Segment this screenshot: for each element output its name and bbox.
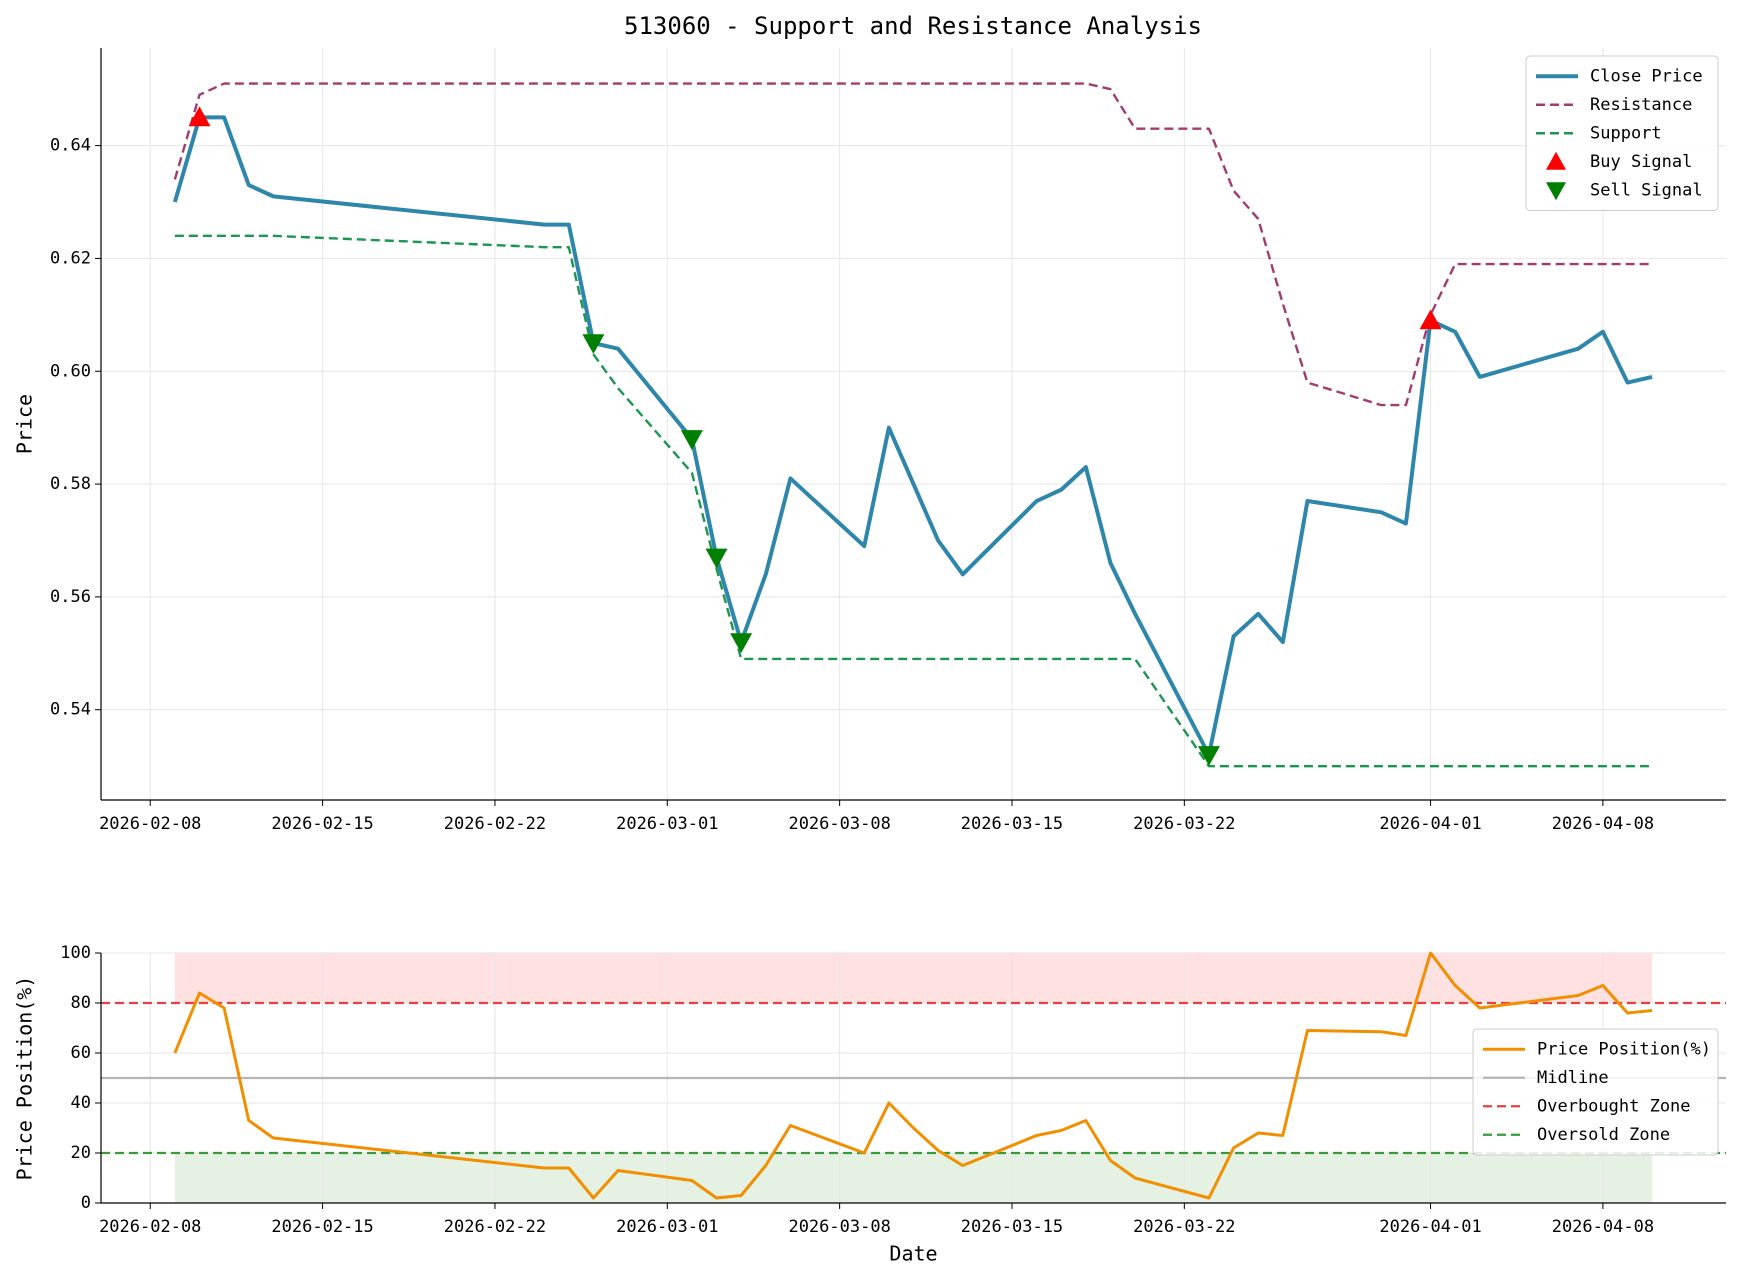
legend-label: Oversold Zone (1537, 1125, 1670, 1145)
legend: Price Position(%) Midline Overbought Zone O… (1472, 1028, 1719, 1156)
x-tick-label: 2026-03-22 (1133, 1217, 1235, 1237)
y-tick-label: 0 (81, 1193, 91, 1213)
signal-marker (188, 106, 211, 127)
zone-band (174, 953, 1653, 1003)
y-axis-label: Price (13, 394, 37, 454)
legend-label: Midline (1537, 1068, 1609, 1088)
signal-marker (1197, 746, 1220, 766)
y-tick-label: 0.58 (50, 474, 91, 494)
legend-label: Buy Signal (1590, 152, 1692, 172)
signal-marker (582, 334, 605, 355)
x-tick-label: 2026-02-22 (444, 814, 546, 834)
series-line (172, 115, 1653, 757)
x-tick-label: 2026-02-08 (99, 814, 201, 834)
series-line (173, 82, 1653, 407)
x-tick-label: 2026-02-08 (99, 1217, 201, 1237)
signal-marker (705, 548, 728, 569)
x-axis-label: Date (889, 1242, 937, 1266)
legend-box (1525, 55, 1719, 211)
y-tick-label: 0.54 (50, 700, 91, 720)
legend-label: Support (1590, 123, 1662, 143)
x-tick-label: 2026-03-08 (788, 1217, 890, 1237)
y-tick-label: 0.60 (50, 361, 91, 381)
legend-box (1472, 1028, 1719, 1156)
chart-title: 513060 - Support and Resistance Analysis (624, 12, 1202, 40)
series-line (174, 234, 1653, 768)
signal-marker (680, 430, 703, 450)
legend-marker (1546, 182, 1566, 201)
y-tick-label: 0.62 (50, 248, 91, 268)
legend-label: Price Position(%) (1537, 1039, 1711, 1059)
x-tick-label: 2026-03-08 (788, 814, 890, 834)
y-tick-label: 80 (71, 993, 91, 1013)
y-axis-label: Price Position(%) (13, 976, 37, 1181)
plot-area: 2026-02-08 2026-02-15 2026-02-22 2026-03-01… (13, 48, 1726, 834)
x-tick-label: 2026-04-01 (1379, 814, 1481, 834)
x-tick-label: 2026-03-22 (1133, 814, 1235, 834)
legend-label: Resistance (1590, 95, 1692, 115)
x-tick-label: 2026-03-15 (961, 814, 1063, 834)
y-tick-label: 60 (71, 1043, 91, 1063)
legend-marker (1546, 151, 1566, 170)
x-tick-label: 2026-04-08 (1552, 1217, 1654, 1237)
legend-label: Overbought Zone (1537, 1096, 1691, 1116)
series-line (173, 951, 1653, 1200)
y-tick-label: 0.64 (50, 136, 91, 156)
x-tick-label: 2026-03-01 (616, 1217, 718, 1237)
x-tick-label: 2026-04-01 (1379, 1217, 1481, 1237)
signal-marker (1419, 309, 1442, 330)
y-tick-label: 40 (71, 1093, 91, 1113)
y-tick-label: 100 (60, 943, 91, 963)
x-tick-label: 2026-04-08 (1552, 814, 1654, 834)
legend-label: Sell Signal (1590, 180, 1703, 200)
x-tick-label: 2026-03-15 (961, 1217, 1063, 1237)
x-tick-label: 2026-03-01 (616, 814, 718, 834)
legend-label: Close Price (1590, 66, 1703, 86)
zone-band (174, 1153, 1653, 1203)
y-tick-label: 0.56 (50, 587, 91, 607)
signal-marker (730, 633, 753, 654)
x-tick-label: 2026-02-15 (271, 814, 373, 834)
plot-area: 2026-02-08 2026-02-15 2026-02-22 2026-03-01… (13, 943, 1726, 1266)
x-tick-label: 2026-02-15 (271, 1217, 373, 1237)
x-tick-label: 2026-02-22 (444, 1217, 546, 1237)
legend: Close Price Resistance Support Buy Signal Se… (1525, 55, 1719, 211)
y-tick-label: 20 (71, 1143, 91, 1163)
